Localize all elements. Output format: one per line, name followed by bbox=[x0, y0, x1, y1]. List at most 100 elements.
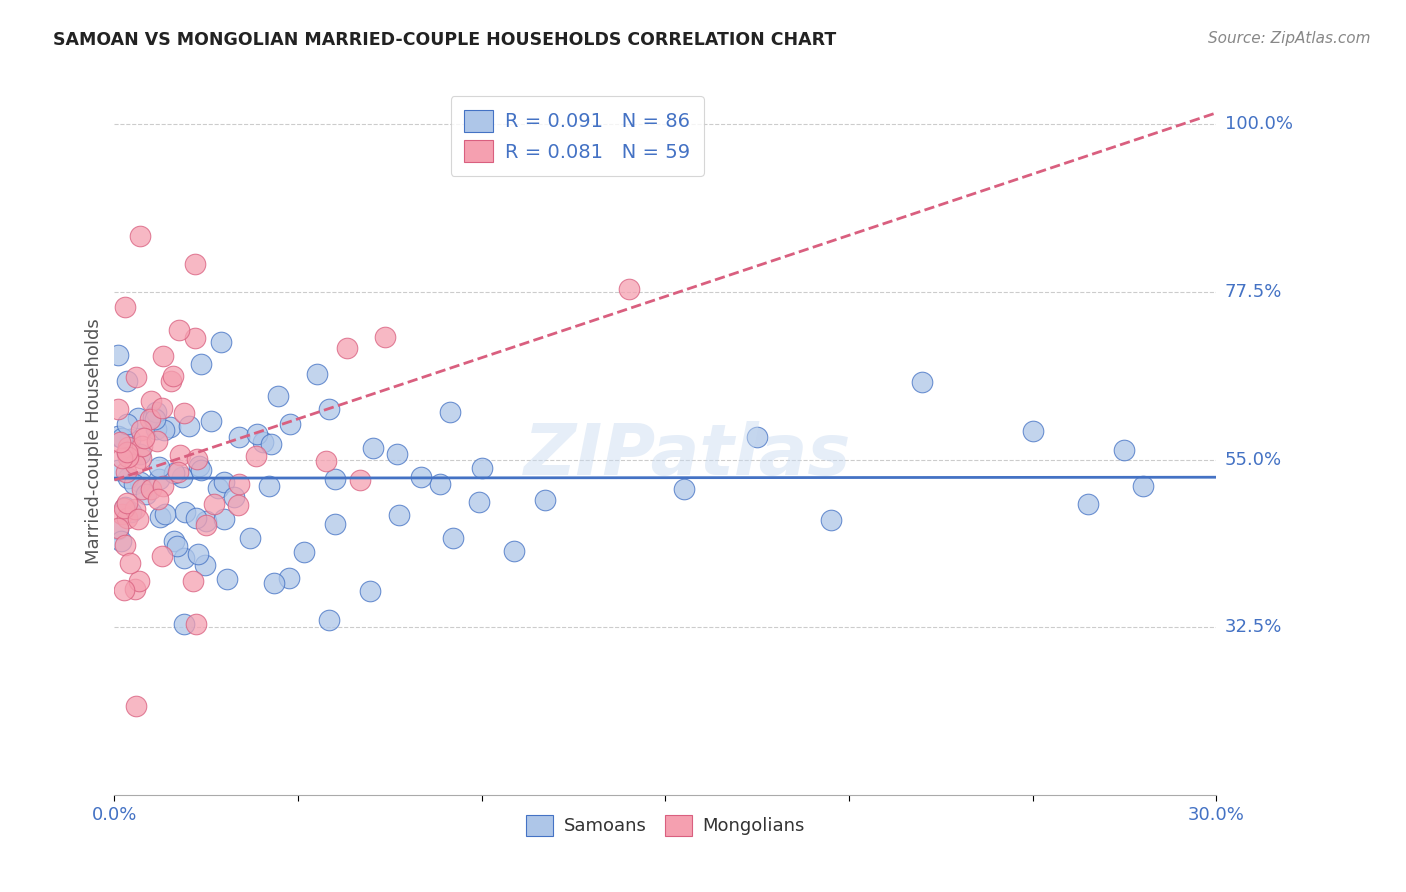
Point bbox=[318, 402, 340, 417]
Point bbox=[124, 582, 146, 596]
Point bbox=[226, 498, 249, 512]
Point bbox=[107, 463, 129, 477]
Point bbox=[128, 475, 150, 489]
Point bbox=[145, 404, 167, 418]
Point bbox=[114, 301, 136, 315]
Point bbox=[139, 483, 162, 497]
Point bbox=[212, 512, 235, 526]
Point bbox=[325, 516, 347, 531]
Point bbox=[112, 582, 135, 597]
Point bbox=[110, 435, 132, 450]
Point bbox=[190, 358, 212, 372]
Point bbox=[617, 282, 640, 296]
Point bbox=[172, 470, 194, 484]
Point bbox=[124, 370, 146, 384]
Point bbox=[115, 417, 138, 431]
Point bbox=[184, 257, 207, 271]
Point bbox=[163, 534, 186, 549]
Point bbox=[194, 558, 217, 572]
Point bbox=[117, 471, 139, 485]
Point bbox=[127, 411, 149, 425]
Point bbox=[323, 472, 346, 486]
Point bbox=[672, 483, 695, 497]
Point bbox=[163, 467, 186, 481]
Point bbox=[117, 440, 139, 454]
Point bbox=[187, 547, 209, 561]
Point bbox=[361, 441, 384, 455]
Point bbox=[169, 323, 191, 337]
Point bbox=[149, 509, 172, 524]
Point bbox=[336, 341, 359, 355]
Point bbox=[173, 406, 195, 420]
Point bbox=[131, 451, 153, 466]
Point bbox=[911, 375, 934, 389]
Text: Source: ZipAtlas.com: Source: ZipAtlas.com bbox=[1208, 31, 1371, 46]
Point bbox=[747, 430, 769, 444]
Text: SAMOAN VS MONGOLIAN MARRIED-COUPLE HOUSEHOLDS CORRELATION CHART: SAMOAN VS MONGOLIAN MARRIED-COUPLE HOUSE… bbox=[53, 31, 837, 49]
Point bbox=[292, 545, 315, 559]
Point bbox=[222, 490, 245, 504]
Point bbox=[128, 574, 150, 589]
Point bbox=[169, 448, 191, 462]
Point bbox=[470, 460, 492, 475]
Point bbox=[143, 412, 166, 426]
Point bbox=[387, 508, 409, 522]
Point bbox=[110, 507, 132, 521]
Point bbox=[115, 496, 138, 510]
Text: 100.0%: 100.0% bbox=[1225, 115, 1292, 133]
Point bbox=[114, 538, 136, 552]
Point bbox=[117, 374, 139, 388]
Point bbox=[122, 476, 145, 491]
Point bbox=[162, 368, 184, 383]
Point bbox=[239, 531, 262, 545]
Point bbox=[374, 330, 396, 344]
Point bbox=[252, 434, 274, 449]
Point bbox=[107, 522, 129, 536]
Point bbox=[246, 427, 269, 442]
Point bbox=[107, 521, 129, 535]
Point bbox=[263, 576, 285, 591]
Point bbox=[173, 616, 195, 631]
Point bbox=[245, 449, 267, 463]
Point bbox=[124, 501, 146, 516]
Point bbox=[131, 439, 153, 453]
Point bbox=[110, 533, 132, 548]
Point bbox=[349, 473, 371, 487]
Point bbox=[141, 393, 163, 408]
Point bbox=[441, 532, 464, 546]
Point bbox=[132, 431, 155, 445]
Point bbox=[257, 479, 280, 493]
Point bbox=[174, 505, 197, 519]
Point bbox=[129, 423, 152, 437]
Point bbox=[139, 411, 162, 425]
Point bbox=[115, 511, 138, 525]
Point bbox=[173, 550, 195, 565]
Text: 32.5%: 32.5% bbox=[1225, 618, 1282, 637]
Point bbox=[127, 511, 149, 525]
Point bbox=[118, 432, 141, 446]
Point bbox=[129, 228, 152, 243]
Text: ZIPatlas: ZIPatlas bbox=[523, 420, 851, 490]
Point bbox=[166, 539, 188, 553]
Point bbox=[152, 349, 174, 363]
Point bbox=[114, 500, 136, 515]
Point bbox=[145, 422, 167, 436]
Text: 55.0%: 55.0% bbox=[1225, 450, 1282, 468]
Point bbox=[117, 450, 139, 464]
Point bbox=[142, 410, 165, 425]
Point bbox=[1077, 497, 1099, 511]
Point bbox=[177, 419, 200, 434]
Point bbox=[267, 389, 290, 403]
Point bbox=[277, 571, 299, 585]
Y-axis label: Married-couple Households: Married-couple Households bbox=[86, 318, 103, 564]
Point bbox=[135, 486, 157, 500]
Point bbox=[124, 457, 146, 471]
Point bbox=[166, 465, 188, 479]
Point bbox=[305, 367, 328, 381]
Point bbox=[150, 401, 173, 415]
Point bbox=[159, 419, 181, 434]
Point bbox=[120, 556, 142, 570]
Point bbox=[468, 495, 491, 509]
Point bbox=[152, 478, 174, 492]
Point bbox=[217, 572, 239, 586]
